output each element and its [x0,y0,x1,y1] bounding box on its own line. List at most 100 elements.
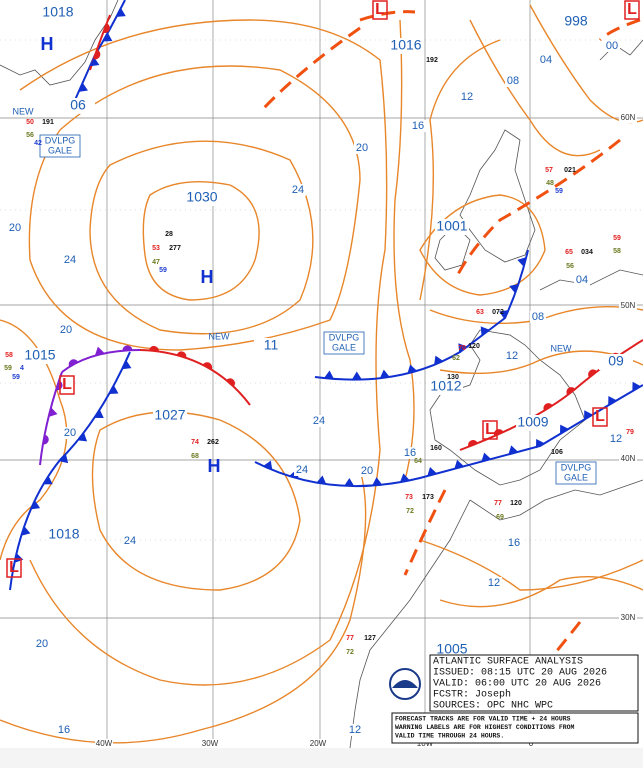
front-semicircle [468,440,478,447]
grid-label: 40W [96,739,113,748]
disclaimer-box [391,712,639,744]
isobar [393,19,415,481]
isobar [89,140,314,335]
isobar-label: 24 [124,535,136,547]
station-value: 120 [468,343,480,350]
front-triangle [316,475,327,485]
label-box [459,91,475,103]
low-box [372,0,388,20]
new-label: NEW [551,343,573,353]
info-line: ISSUED: 08:15 UTC 20 AUG 2026 [433,668,607,679]
label-box [538,54,554,66]
trough [598,18,641,42]
pressure-label: 1005 [436,641,467,657]
isobar-label: 04 [576,274,588,286]
pressure-label: 1012 [430,378,461,394]
gale-label: GALE [564,472,588,482]
front-triangle [344,477,355,487]
isobar-label: 08 [532,311,544,323]
label-box [359,465,375,477]
station-value: 021 [564,167,576,174]
station-value: 69 [496,514,504,521]
front-semicircle [176,351,187,358]
front-triangle [481,452,492,462]
info-line: VALID: 06:00 UTC 20 AUG 2026 [433,679,601,690]
low-box [482,420,498,440]
info-line: FCSTR: Joseph [433,689,511,701]
front-triangle [351,371,362,380]
station-value: 56 [26,132,34,139]
isobar-label: 12 [506,350,518,362]
grid-label: 0 [529,739,534,748]
label-box [604,40,620,52]
info-box [429,654,639,712]
station-value: 4 [20,365,24,372]
cold-front [9,351,131,591]
front-triangle [517,257,527,267]
station-value: 262 [207,439,219,446]
station-value: 65 [565,249,573,256]
isobar-label: 20 [9,222,21,234]
low-center: L [485,421,495,438]
grid-label: 50N [621,301,636,310]
front-semicircle [148,345,159,352]
front-triangle [508,445,519,455]
front-triangle [77,432,88,442]
front-semicircle [103,23,110,34]
gale-label: DVLPG [561,462,592,472]
station-value: 42 [34,140,42,147]
front-semicircle [122,345,133,351]
station-value: 77 [494,500,502,507]
isobar [439,576,643,608]
station-value: 56 [566,263,574,270]
pressure-label: 06 [70,97,86,113]
low-box [624,0,640,20]
label-box [7,222,23,234]
label-box [530,311,546,323]
isobar [19,19,388,686]
isobar-label: 04 [540,54,552,66]
station-value: 79 [626,429,634,436]
new-label: NEW [13,106,35,116]
isobar-label: 24 [64,254,76,266]
isobar [0,319,68,561]
label-box [410,120,426,132]
isobar-label: 12 [488,577,500,589]
front-semicircle [543,403,553,411]
label-box [619,454,637,464]
isobar-label: 12 [461,91,473,103]
label-box [389,38,423,54]
gale-label: GALE [48,145,72,155]
station-value: 64 [414,458,422,465]
front-triangle [58,453,69,464]
disclaimer-line: FORECAST TRACKS ARE FOR VALID TIME + 24 … [395,716,571,723]
label-box [62,427,78,439]
front-triangle [102,32,113,42]
station-value: 120 [510,500,522,507]
station-value: 58 [5,352,13,359]
low-box [592,407,608,427]
label-box [486,577,502,589]
station-value: 63 [476,309,484,316]
isobar-label: 16 [58,724,70,736]
front-triangle [21,526,31,536]
isobar [91,411,301,591]
grid-label: 20W [310,739,327,748]
label-box [47,527,81,543]
front-triangle [323,370,334,379]
station-value: 59 [613,235,621,242]
front-triangle [536,438,545,449]
station-value: 173 [422,494,434,501]
isobar-label: 20 [60,324,72,336]
station-value: 58 [613,248,621,255]
station-value: 47 [152,259,160,266]
station-value: 130 [447,374,459,381]
front-triangle [78,82,88,92]
front-triangle [399,473,410,483]
front-triangle [372,477,383,486]
label-box [619,301,637,311]
station-value: 59 [555,188,563,195]
grid-label: 30W [202,739,219,748]
low-center: L [9,559,19,576]
